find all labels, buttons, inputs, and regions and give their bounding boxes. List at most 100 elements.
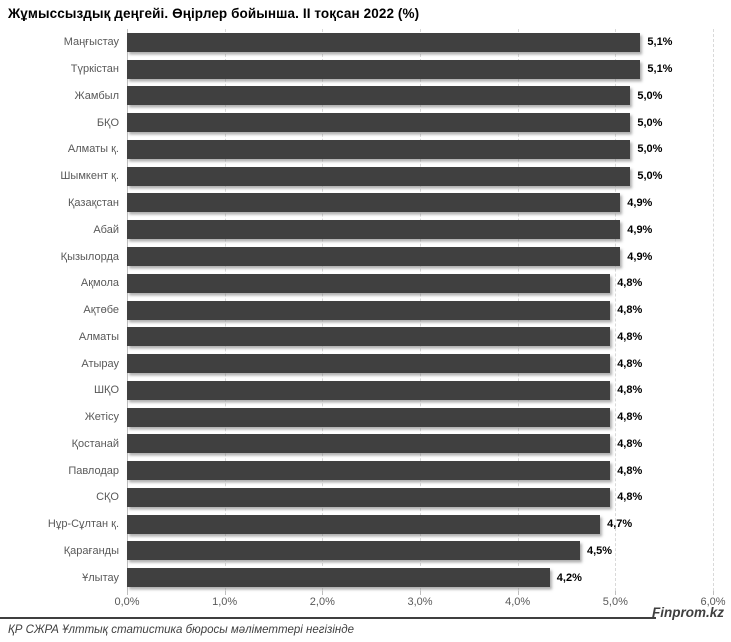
x-axis: 0,0% 1,0% 2,0% 3,0% 4,0% 5,0% 6,0% (114, 596, 725, 609)
category-label: Ақмола (80, 277, 119, 290)
bar-track: 5,1% (127, 56, 731, 83)
bar-row: Қызылорда 4,9% (0, 243, 731, 270)
bar-track: 4,8% (127, 377, 731, 404)
value-label: 4,8% (617, 357, 643, 370)
bar (127, 220, 621, 240)
x-tick-label: 0,0% (114, 596, 140, 608)
bar-track: 4,8% (127, 297, 731, 324)
x-tick-label: 3,0% (407, 596, 433, 608)
category-label: Ұлытау (82, 571, 119, 584)
bar (127, 113, 631, 133)
chart-title: Жұмыссыздық деңгейі. Өңірлер бойынша. II… (8, 6, 420, 21)
gridline (615, 29, 617, 591)
bar (127, 327, 611, 347)
category-label: Ақтөбе (83, 304, 119, 317)
axis-tick-mark (713, 591, 714, 595)
value-label: 4,8% (617, 304, 643, 317)
bar-track: 4,8% (127, 430, 731, 457)
bar-row: ШҚО 4,8% (0, 377, 731, 404)
category-label: Жетісу (84, 411, 119, 424)
category-label: Атырау (81, 357, 119, 370)
bar (127, 568, 550, 588)
bar-track: 4,7% (127, 511, 731, 538)
bar-track: 4,8% (127, 350, 731, 377)
axis-tick-mark (322, 591, 324, 595)
bar-row: Алматы 4,8% (0, 323, 731, 350)
category-label: Павлодар (68, 464, 119, 477)
value-label: 5,1% (647, 36, 673, 49)
plot-area: Маңғыстау 5,1% Түркістан 5,1% Жамбыл 5,0% БҚО 5… (0, 29, 731, 595)
axis-tick-mark (224, 591, 226, 595)
bar (127, 193, 621, 213)
bar (127, 461, 611, 481)
bar-row: Ұлытау 4,2% (0, 564, 731, 591)
bar-row: Атырау 4,8% (0, 350, 731, 377)
bar (127, 300, 611, 320)
x-tick-label: 2,0% (309, 596, 335, 608)
bar-track: 4,8% (127, 484, 731, 511)
axis-tick-mark (517, 591, 519, 595)
value-label: 4,8% (617, 437, 643, 450)
bar-row: Нұр-Сұлтан қ. 4,7% (0, 511, 731, 538)
bar-row: Қарағанды 4,5% (0, 538, 731, 565)
category-label: Қазақстан (68, 196, 119, 209)
category-label: Маңғыстау (63, 36, 119, 49)
value-label: 4,8% (617, 277, 643, 290)
bar-track: 4,9% (127, 243, 731, 270)
value-label: 4,9% (627, 223, 653, 236)
bar-track: 5,0% (127, 109, 731, 136)
bar-row: Маңғыстау 5,1% (0, 29, 731, 56)
bar-track: 4,8% (127, 270, 731, 297)
bar-row: БҚО 5,0% (0, 109, 731, 136)
bar-track: 4,8% (127, 323, 731, 350)
bar-row: Қазақстан 4,9% (0, 190, 731, 217)
bar-track: 5,0% (127, 83, 731, 110)
category-label: Алматы қ. (67, 143, 119, 156)
value-label: 4,8% (617, 411, 643, 424)
watermark: Finprom.kz (651, 605, 724, 620)
bar-track: 4,8% (127, 404, 731, 431)
x-tick-label: 4,0% (505, 596, 531, 608)
bar-row: Абай 4,9% (0, 216, 731, 243)
source-note: ҚР СЖРА Ұлттық статистика бюросы мәлімет… (8, 624, 354, 636)
category-label: Қызылорда (60, 250, 119, 263)
bar-track: 4,2% (127, 564, 731, 591)
bar-row: Алматы қ. 5,0% (0, 136, 731, 163)
bar (127, 541, 580, 561)
axis-tick-mark (615, 591, 617, 595)
bar-row: Жетісу 4,8% (0, 404, 731, 431)
value-label: 4,8% (617, 330, 643, 343)
value-label: 5,0% (637, 143, 663, 156)
value-label: 5,1% (647, 63, 673, 76)
value-label: 5,0% (637, 170, 663, 183)
category-label: Абай (93, 223, 119, 236)
bar-track: 5,0% (127, 136, 731, 163)
category-label: СҚО (96, 491, 119, 504)
category-label: Қостанай (71, 437, 119, 450)
category-label: БҚО (96, 116, 119, 129)
bar (127, 487, 611, 507)
bar-track: 4,9% (127, 216, 731, 243)
axis-tick-mark (420, 591, 421, 595)
bar (127, 380, 611, 400)
category-label: Жамбыл (74, 89, 119, 102)
value-label: 4,7% (607, 518, 633, 531)
bar (127, 139, 631, 159)
gridline (713, 29, 714, 591)
x-tick-label: 6,0% (700, 596, 726, 608)
bar (127, 32, 641, 52)
bar-row: Ақмола 4,8% (0, 270, 731, 297)
bar (127, 514, 601, 534)
value-label: 4,8% (617, 464, 643, 477)
category-label: Алматы (78, 330, 119, 343)
bar-track: 5,1% (127, 29, 731, 56)
bar (127, 273, 611, 293)
footer-divider (0, 617, 656, 619)
axis-tick-mark (127, 591, 128, 595)
x-tick-label: 1,0% (212, 596, 238, 608)
bar-track: 4,8% (127, 457, 731, 484)
value-label: 5,0% (637, 116, 663, 129)
bar-row: Түркістан 5,1% (0, 56, 731, 83)
bar (127, 407, 611, 427)
